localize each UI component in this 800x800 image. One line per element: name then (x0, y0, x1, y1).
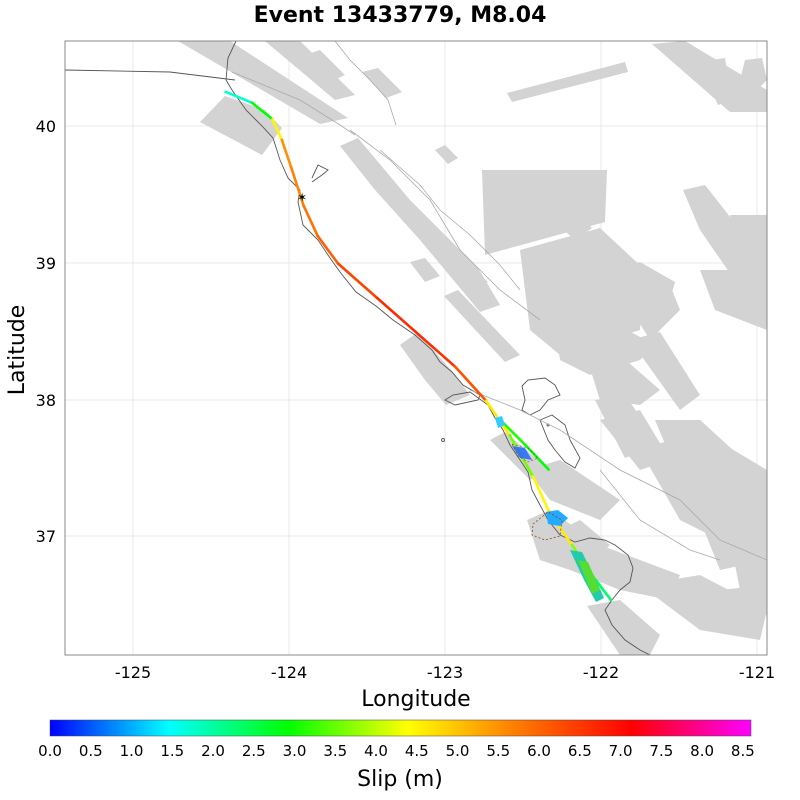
hypocenter-marker: ✶ (297, 191, 307, 205)
colorbar-tick-labels: 0.0 0.5 1.0 1.5 2.0 2.5 3.0 3.5 4.0 4.5 5.0 5.5 6.0 6… (38, 742, 755, 760)
x-axis-label: Longitude (361, 687, 470, 712)
x-tick-label: -122 (583, 663, 619, 682)
colorbar-tick-label: 6.5 (568, 742, 592, 760)
slip-patches (495, 416, 604, 602)
colorbar-tick-label: 3.5 (323, 742, 347, 760)
colorbar-tick-label: 5.5 (486, 742, 510, 760)
colorbar-tick-label: 3.0 (283, 742, 307, 760)
y-tick-label: 38 (36, 391, 56, 410)
colorbar-tick-label: 5.0 (446, 742, 470, 760)
y-tick-label: 37 (36, 527, 56, 546)
x-tick-labels: -125 -124 -123 -122 -121 (115, 663, 775, 682)
colorbar-tick-label: 4.5 (405, 742, 429, 760)
roads (231, 41, 767, 561)
colorbar-tick-label: 7.0 (609, 742, 633, 760)
x-tick-label: -123 (427, 663, 463, 682)
rupture-segment (289, 166, 305, 208)
colorbar-tick-label: 8.5 (731, 742, 755, 760)
y-tick-label: 40 (36, 117, 56, 136)
colorbar-tick-label: 4.0 (364, 742, 388, 760)
x-tick-label: -125 (115, 663, 151, 682)
rupture-segment (336, 262, 379, 300)
colorbar-tick-label: 0.5 (79, 742, 103, 760)
y-tick-labels: 40 39 38 37 (36, 117, 56, 546)
y-tick-label: 39 (36, 254, 56, 273)
rupture-segment (302, 204, 320, 238)
rupture-segment (453, 365, 488, 403)
colorbar-label: Slip (m) (357, 767, 443, 792)
hypocenter-star-icon: ✶ (297, 191, 307, 205)
branch-rupture-segment (500, 420, 527, 447)
grid-lines (65, 41, 767, 655)
rupture-segment (375, 296, 426, 341)
rupture-segment (271, 117, 284, 142)
rupture-segment (316, 234, 340, 265)
colorbar-tick-label: 0.0 (38, 742, 62, 760)
colorbar-tick-label: 7.5 (649, 742, 673, 760)
rupture-segment (531, 475, 550, 513)
x-tick-label: -124 (271, 663, 307, 682)
rupture-segment (224, 90, 254, 105)
plot-frame (64, 40, 768, 656)
rupture-segment (422, 337, 457, 368)
y-axis-label: Latitude (5, 305, 30, 396)
x-tick-label: -121 (739, 663, 775, 682)
rupture-segment (594, 578, 613, 602)
chart-title: Event 13433779, M8.04 (254, 3, 547, 28)
rupture-segment (250, 101, 274, 121)
colorbar-tick-label: 2.0 (201, 742, 225, 760)
colorbar-tick-label: 1.5 (160, 742, 184, 760)
rupture-segment (280, 138, 293, 169)
colorbar-tick-label: 8.0 (690, 742, 714, 760)
colorbar-tick-label: 1.0 (120, 742, 144, 760)
colorbar-tick-label: 6.0 (527, 742, 551, 760)
colorbar (49, 719, 752, 737)
colorbar-tick-label: 2.5 (242, 742, 266, 760)
